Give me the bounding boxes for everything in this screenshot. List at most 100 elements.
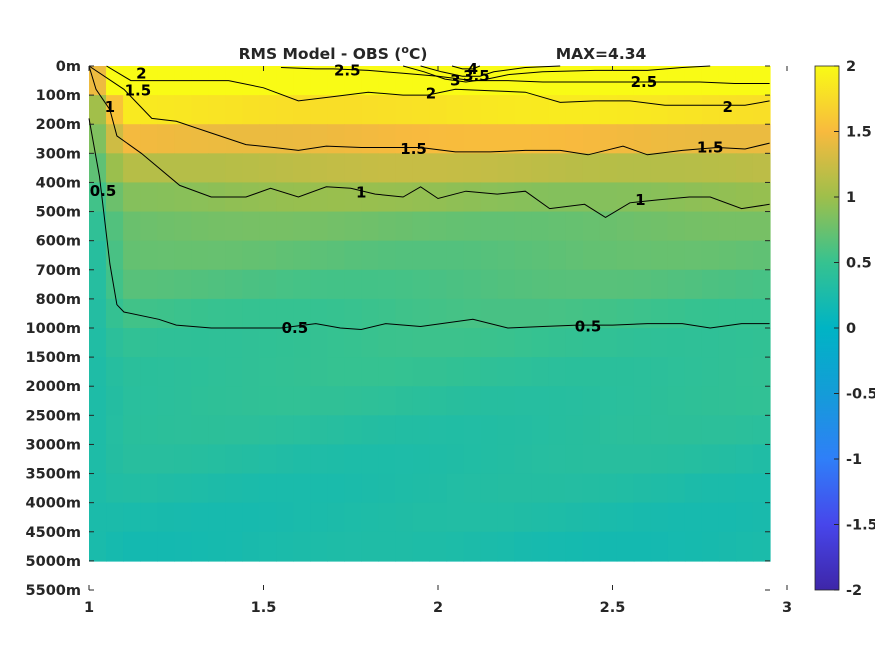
- heat-cell: [429, 153, 448, 184]
- heat-cell: [140, 502, 158, 533]
- heat-cell: [667, 444, 686, 475]
- heat-cell: [531, 560, 550, 562]
- heat-cell: [157, 182, 175, 213]
- heat-cell: [497, 357, 516, 387]
- heat-cell: [633, 473, 652, 504]
- contour-label: 2: [722, 98, 732, 116]
- heat-cell: [497, 182, 516, 213]
- heat-cell: [514, 182, 533, 213]
- heat-cell: [650, 415, 669, 446]
- heat-cell: [123, 560, 141, 562]
- heat-cell: [259, 182, 277, 213]
- heat-cell: [548, 153, 567, 184]
- heat-cell: [412, 357, 431, 387]
- heat-cell: [395, 153, 414, 184]
- heat-cell: [259, 415, 277, 446]
- heat-cell: [633, 444, 652, 475]
- heat-cell: [582, 560, 601, 562]
- heat-cell: [616, 240, 635, 271]
- heat-cell: [225, 502, 243, 533]
- contour-label: 3: [450, 72, 460, 90]
- heat-cell: [650, 473, 669, 504]
- heat-cell: [548, 328, 567, 358]
- heat-cell: [412, 66, 431, 96]
- heat-cell: [548, 473, 567, 504]
- heat-cell: [667, 473, 686, 504]
- heat-cell: [208, 357, 226, 387]
- heat-cell: [191, 182, 209, 213]
- heat-cell: [242, 211, 260, 242]
- heat-cell: [412, 502, 431, 533]
- heat-cell: [650, 153, 669, 184]
- heat-cell: [395, 473, 414, 504]
- heat-cell: [344, 502, 363, 533]
- heat-cell: [616, 66, 635, 96]
- heat-cell: [463, 240, 482, 271]
- heat-cell: [497, 502, 516, 533]
- heat-cell: [429, 531, 448, 562]
- heat-cell: [327, 153, 345, 184]
- heat-cell: [735, 240, 754, 271]
- heat-cell: [361, 560, 380, 562]
- heat-cell: [531, 269, 550, 300]
- heat-cell: [497, 95, 516, 125]
- heat-cell: [344, 124, 363, 154]
- heat-cell: [548, 66, 567, 96]
- heat-cell: [480, 415, 499, 446]
- contour-label: 2.5: [631, 73, 658, 91]
- heat-cell: [616, 531, 635, 562]
- heat-cell: [140, 269, 158, 300]
- heat-cell: [650, 66, 669, 96]
- heat-cell: [599, 531, 618, 562]
- heat-cell: [718, 386, 737, 416]
- y-tick-label: 500m: [36, 205, 81, 221]
- heat-cell: [89, 124, 107, 154]
- heat-cell: [633, 357, 652, 387]
- heat-cell: [140, 357, 158, 387]
- heat-cell: [480, 182, 499, 213]
- heat-cell: [89, 269, 107, 300]
- heat-cell: [599, 357, 618, 387]
- heat-cell: [412, 153, 431, 184]
- heat-cell: [480, 153, 499, 184]
- heat-cell: [667, 415, 686, 446]
- heat-cell: [531, 531, 550, 562]
- heat-cell: [327, 66, 345, 96]
- heat-cell: [276, 182, 294, 213]
- heat-cell: [650, 560, 669, 562]
- heat-cell: [599, 298, 618, 329]
- heat-cell: [582, 386, 601, 416]
- heat-cell: [191, 473, 209, 504]
- heat-cell: [582, 124, 601, 154]
- heat-cell: [157, 473, 175, 504]
- contour-label: 2: [136, 64, 146, 82]
- heat-cell: [395, 357, 414, 387]
- heat-cell: [463, 444, 482, 475]
- contour-line: [106, 65, 770, 106]
- heat-cell: [174, 357, 192, 387]
- heat-cell: [565, 531, 584, 562]
- colorbar-tick-label: -0.5: [846, 387, 875, 403]
- heat-cell: [718, 153, 737, 184]
- heat-cell: [225, 153, 243, 184]
- heat-cell: [701, 444, 720, 475]
- heat-cell: [718, 211, 737, 242]
- x-tick-label: 1: [84, 600, 94, 616]
- heat-cell: [480, 269, 499, 300]
- heat-cell: [361, 531, 380, 562]
- heat-cell: [259, 240, 277, 271]
- heat-cell: [616, 415, 635, 446]
- heat-cell: [293, 153, 311, 184]
- heat-cell: [616, 269, 635, 300]
- colorbar-tick-label: 0.5: [846, 256, 872, 272]
- heat-cell: [497, 386, 516, 416]
- heat-cell: [310, 473, 328, 504]
- heat-cell: [429, 444, 448, 475]
- heat-cell: [157, 386, 175, 416]
- heat-cell: [106, 473, 124, 504]
- heat-cell: [616, 357, 635, 387]
- heat-cell: [633, 502, 652, 533]
- heat-cell: [327, 502, 345, 533]
- y-tick-label: 5500m: [26, 583, 81, 599]
- heat-cell: [718, 357, 737, 387]
